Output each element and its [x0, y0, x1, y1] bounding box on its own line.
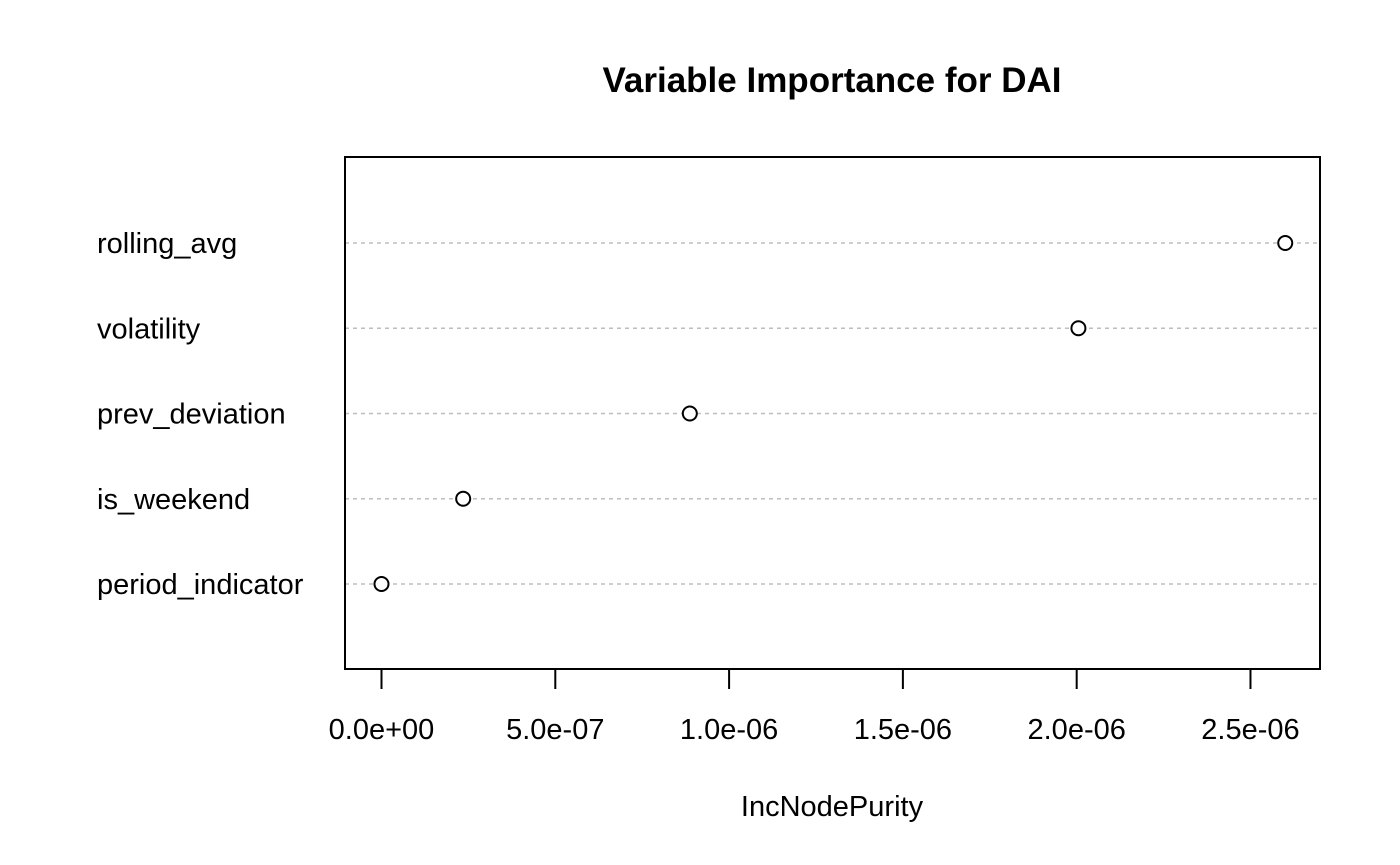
x-ticks: 0.0e+00 5.0e-07 1.0e-06 1.5e-06 2.0e-06 2.5e-… [329, 669, 1300, 746]
x-tick-label: 5.0e-07 [506, 714, 604, 746]
category-label-is-weekend: is_weekend [97, 484, 250, 516]
chart-title: Variable Importance for DAI [602, 61, 1061, 100]
category-label-prev-deviation: prev_deviation [97, 399, 286, 431]
x-tick-label: 2.0e-06 [1028, 714, 1126, 746]
x-tick-label: 1.5e-06 [854, 714, 952, 746]
category-label-period-indicator: period_indicator [97, 569, 304, 601]
point-volatility [1070, 320, 1087, 337]
point-rolling-avg [1277, 235, 1294, 251]
x-axis-label: IncNodePurity [741, 791, 924, 823]
gridlines [345, 242, 1320, 585]
point-is-weekend [455, 490, 472, 507]
point-prev-deviation [681, 405, 698, 422]
data-points [373, 235, 1294, 592]
point-period-indicator [373, 576, 390, 592]
x-tick-label: 0.0e+00 [329, 714, 435, 746]
x-tick-label: 1.0e-06 [680, 714, 778, 746]
x-tick-label: 2.5e-06 [1201, 714, 1299, 746]
category-label-volatility: volatility [97, 313, 201, 345]
category-labels: rolling_avg volatility prev_deviation is_we… [97, 228, 304, 601]
category-label-rolling-avg: rolling_avg [97, 228, 237, 260]
